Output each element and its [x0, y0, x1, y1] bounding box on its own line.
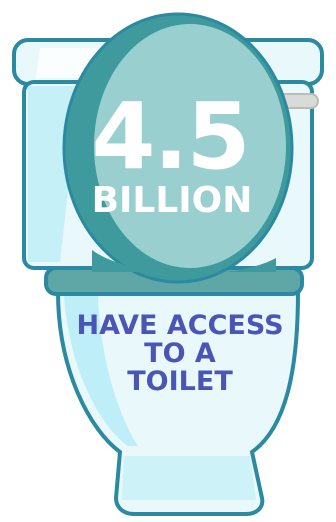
lid-inner: [94, 24, 286, 268]
toilet-lid: [62, 12, 294, 284]
caption-line-1: HAVE ACCESS: [76, 310, 283, 341]
bowl-shade: [64, 296, 138, 446]
caption-line-2: TO A: [144, 338, 216, 369]
stat-unit: BILLION: [92, 180, 253, 221]
lid-hinge: [92, 250, 276, 274]
caption-line-3: TOILET: [127, 366, 233, 397]
stat-number: 4.5: [92, 83, 249, 190]
toilet-bowl: [55, 290, 301, 516]
bowl-base-shade: [122, 456, 256, 500]
